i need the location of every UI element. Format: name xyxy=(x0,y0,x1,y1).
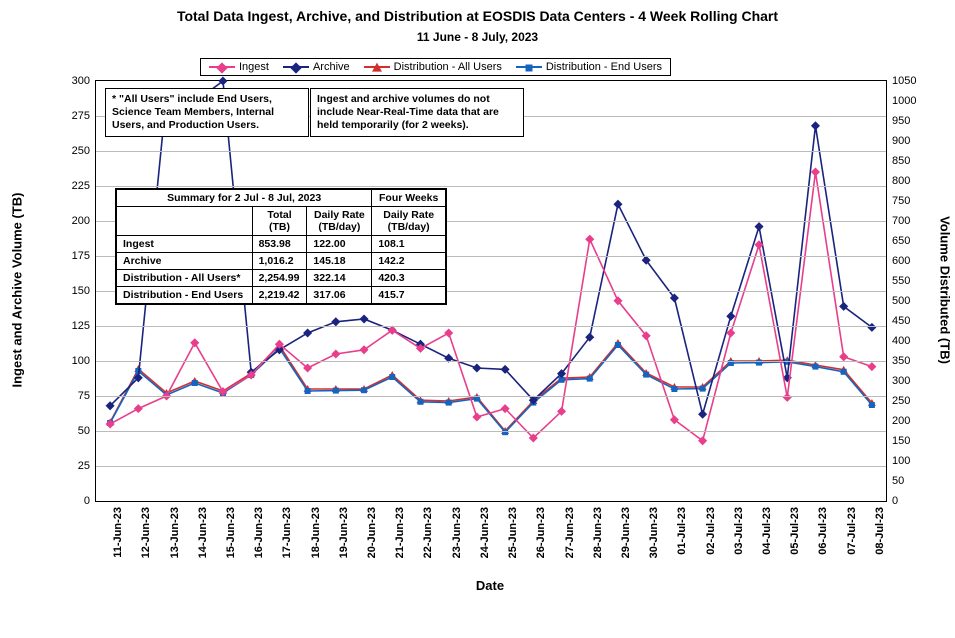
ytick-right: 450 xyxy=(892,315,910,327)
ytick-right: 650 xyxy=(892,235,910,247)
note-nrt: Ingest and archive volumes do not includ… xyxy=(310,88,524,137)
xtick: 30-Jun-23 xyxy=(648,507,660,558)
ytick-left: 275 xyxy=(72,110,90,122)
xtick: 08-Jul-23 xyxy=(874,507,886,555)
chart-subtitle: 11 June - 8 July, 2023 xyxy=(0,30,955,44)
ytick-left: 0 xyxy=(84,495,90,507)
xtick: 01-Jul-23 xyxy=(676,507,688,555)
note-all-users: * "All Users" include End Users, Science… xyxy=(105,88,309,137)
ytick-right: 550 xyxy=(892,275,910,287)
ytick-right: 500 xyxy=(892,295,910,307)
xtick: 11-Jun-23 xyxy=(112,507,124,558)
xtick: 27-Jun-23 xyxy=(564,507,576,558)
legend-item: Distribution - All Users xyxy=(364,61,502,73)
ytick-right: 100 xyxy=(892,455,910,467)
xtick: 06-Jul-23 xyxy=(817,507,829,555)
xtick: 20-Jun-23 xyxy=(366,507,378,558)
xtick: 29-Jun-23 xyxy=(620,507,632,558)
legend-label: Distribution - All Users xyxy=(394,61,502,73)
ytick-right: 150 xyxy=(892,435,910,447)
xtick: 18-Jun-23 xyxy=(310,507,322,558)
ytick-right: 400 xyxy=(892,335,910,347)
xtick: 23-Jun-23 xyxy=(451,507,463,558)
legend-item: Distribution - End Users xyxy=(516,61,662,73)
xtick: 02-Jul-23 xyxy=(705,507,717,555)
ytick-right: 600 xyxy=(892,255,910,267)
ytick-right: 850 xyxy=(892,155,910,167)
legend-label: Distribution - End Users xyxy=(546,61,662,73)
xtick: 07-Jul-23 xyxy=(846,507,858,555)
xtick: 05-Jul-23 xyxy=(789,507,801,555)
xtick: 16-Jun-23 xyxy=(253,507,265,558)
ytick-left: 50 xyxy=(78,425,90,437)
xtick: 22-Jun-23 xyxy=(422,507,434,558)
xtick: 13-Jun-23 xyxy=(169,507,181,558)
ytick-right: 50 xyxy=(892,475,904,487)
legend-label: Archive xyxy=(313,61,350,73)
ytick-left: 225 xyxy=(72,180,90,192)
legend: Ingest Archive Distribution - All Users Dis… xyxy=(200,58,671,76)
ytick-right: 700 xyxy=(892,215,910,227)
ytick-right: 1000 xyxy=(892,95,916,107)
ytick-right: 0 xyxy=(892,495,898,507)
ytick-right: 200 xyxy=(892,415,910,427)
x-axis-label: Date xyxy=(95,578,885,593)
ytick-right: 1050 xyxy=(892,75,916,87)
ytick-left: 150 xyxy=(72,285,90,297)
ytick-right: 900 xyxy=(892,135,910,147)
ytick-left: 125 xyxy=(72,320,90,332)
legend-item: Ingest xyxy=(209,61,269,73)
ytick-right: 250 xyxy=(892,395,910,407)
xtick: 12-Jun-23 xyxy=(140,507,152,558)
legend-item: Archive xyxy=(283,61,350,73)
chart-container: { "title":"Total Data Ingest, Archive, a… xyxy=(0,0,955,638)
ytick-right: 950 xyxy=(892,115,910,127)
xtick: 17-Jun-23 xyxy=(281,507,293,558)
chart-title: Total Data Ingest, Archive, and Distribu… xyxy=(0,8,955,24)
ytick-right: 750 xyxy=(892,195,910,207)
ytick-left: 75 xyxy=(78,390,90,402)
ytick-left: 300 xyxy=(72,75,90,87)
xtick: 19-Jun-23 xyxy=(338,507,350,558)
xtick: 21-Jun-23 xyxy=(394,507,406,558)
summary-table: Summary for 2 Jul - 8 Jul, 2023Four Week… xyxy=(115,188,447,305)
ytick-right: 800 xyxy=(892,175,910,187)
ytick-left: 250 xyxy=(72,145,90,157)
legend-label: Ingest xyxy=(239,61,269,73)
xtick: 03-Jul-23 xyxy=(733,507,745,555)
ytick-left: 175 xyxy=(72,250,90,262)
xtick: 15-Jun-23 xyxy=(225,507,237,558)
ytick-left: 25 xyxy=(78,460,90,472)
ytick-right: 300 xyxy=(892,375,910,387)
ytick-left: 100 xyxy=(72,355,90,367)
xtick: 24-Jun-23 xyxy=(479,507,491,558)
y-axis-left-label: Ingest and Archive Volume (TB) xyxy=(10,192,25,387)
xtick: 28-Jun-23 xyxy=(592,507,604,558)
ytick-right: 350 xyxy=(892,355,910,367)
xtick: 14-Jun-23 xyxy=(197,507,209,558)
xtick: 04-Jul-23 xyxy=(761,507,773,555)
ytick-left: 200 xyxy=(72,215,90,227)
y-axis-right-label: Volume Distributed (TB) xyxy=(938,216,953,364)
xtick: 25-Jun-23 xyxy=(507,507,519,558)
xtick: 26-Jun-23 xyxy=(535,507,547,558)
